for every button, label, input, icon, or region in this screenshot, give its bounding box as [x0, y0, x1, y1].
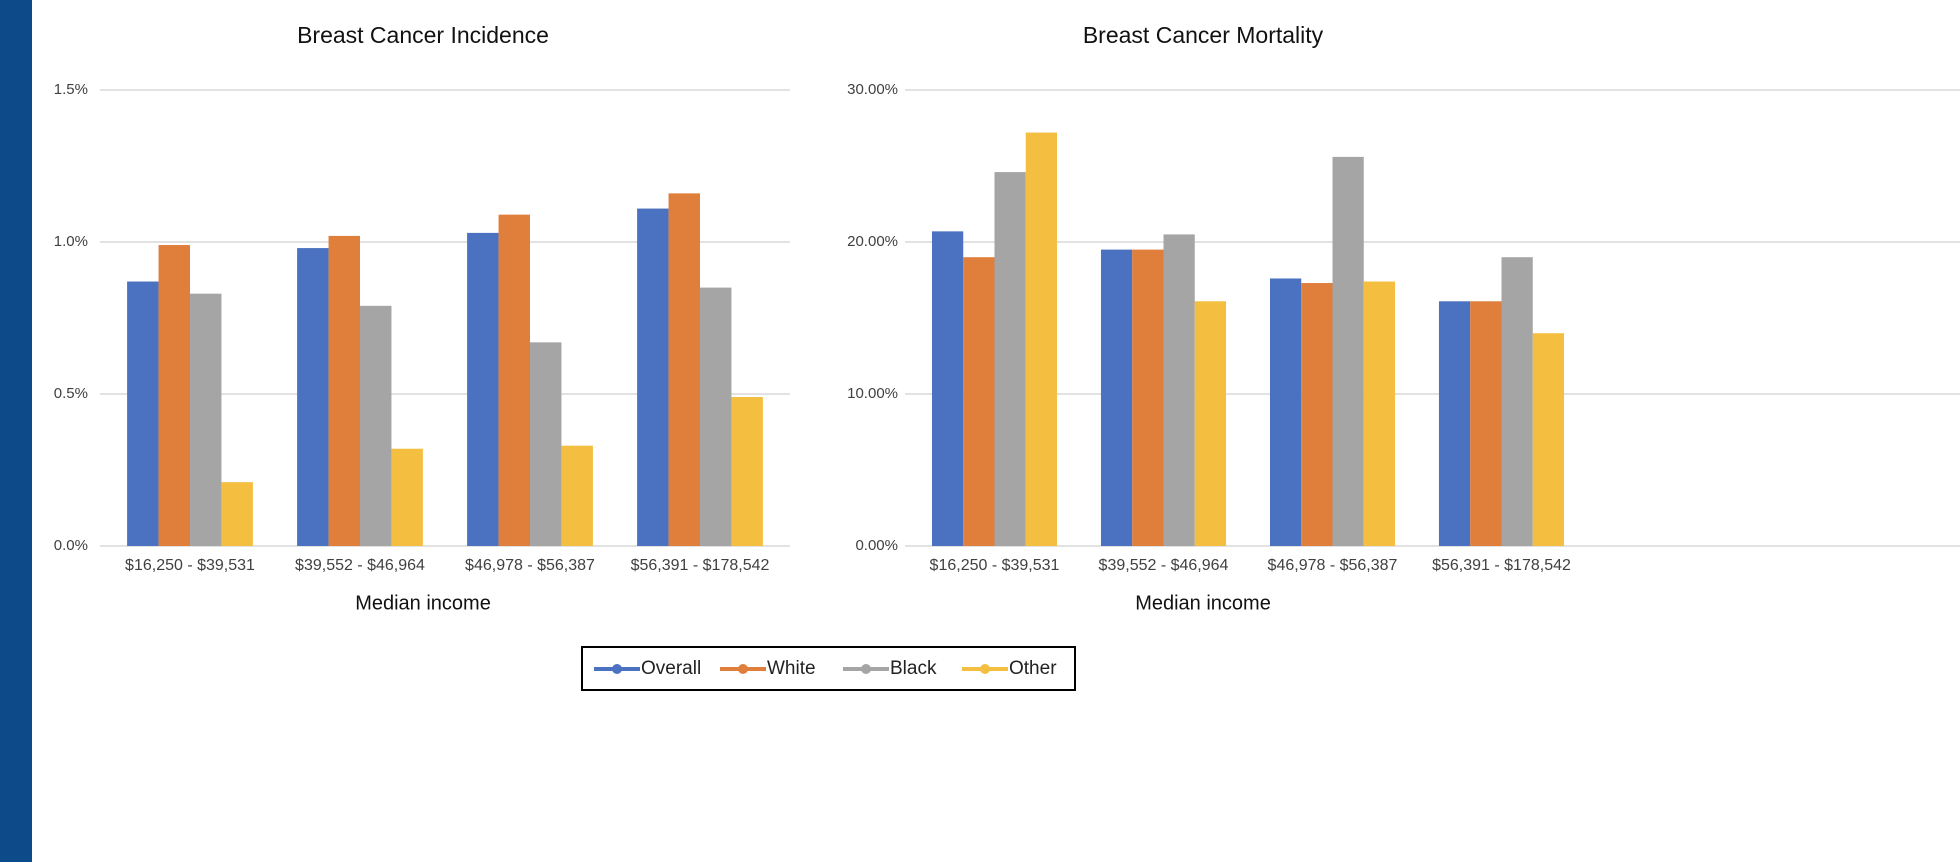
y-tick-label: 1.0%: [54, 233, 88, 250]
legend-marker: [612, 664, 622, 674]
bar: [360, 305, 392, 546]
x-axis-title: Median income: [355, 592, 491, 614]
y-tick-label: 30.00%: [847, 81, 898, 98]
bar: [931, 231, 964, 547]
bar: [1194, 301, 1227, 546]
x-tick-label: $56,391 - $178,542: [631, 557, 770, 574]
x-tick-label: $16,250 - $39,531: [125, 557, 255, 574]
x-axis-title: Median income: [1135, 592, 1271, 614]
bar: [561, 445, 593, 546]
bar: [127, 281, 159, 546]
bar: [1363, 281, 1396, 546]
bar: [994, 172, 1026, 546]
bar: [637, 208, 669, 546]
x-tick-label: $46,978 - $56,387: [1268, 557, 1398, 574]
y-tick-label: 1.5%: [54, 81, 88, 98]
chart-title: Breast Cancer Incidence: [297, 22, 549, 48]
bar: [1163, 234, 1195, 546]
y-tick-label: 0.5%: [54, 385, 88, 402]
side-stripe: [0, 0, 32, 862]
legend-label: Black: [890, 658, 937, 679]
bar: [467, 232, 499, 546]
legend-marker: [980, 664, 990, 674]
y-tick-label: 10.00%: [847, 385, 898, 402]
legend-label: Overall: [641, 658, 701, 679]
bar: [1269, 278, 1302, 546]
bar: [700, 287, 732, 546]
x-tick-label: $39,552 - $46,964: [295, 557, 425, 574]
bar: [668, 193, 700, 547]
bar: [530, 342, 562, 546]
bar: [328, 235, 360, 547]
bar: [498, 214, 530, 546]
bar: [221, 482, 253, 546]
legend-marker: [861, 664, 871, 674]
chart-title: Breast Cancer Mortality: [1083, 22, 1324, 48]
legend-label: White: [767, 658, 816, 679]
bar: [1132, 249, 1164, 546]
bar: [1332, 156, 1364, 546]
bar: [297, 248, 329, 546]
legend-label: Other: [1009, 658, 1057, 679]
bar: [190, 293, 222, 546]
legend-marker: [738, 664, 748, 674]
bar: [1470, 301, 1502, 546]
y-tick-label: 0.00%: [855, 537, 898, 554]
bar: [1438, 301, 1471, 546]
bar: [391, 448, 423, 546]
bar: [1301, 283, 1333, 546]
bar: [731, 397, 763, 546]
y-tick-label: 0.0%: [54, 537, 88, 554]
bar: [1501, 257, 1533, 546]
bar: [963, 257, 995, 546]
x-tick-label: $56,391 - $178,542: [1432, 557, 1571, 574]
x-tick-label: $16,250 - $39,531: [930, 557, 1060, 574]
bar: [158, 245, 190, 547]
x-tick-label: $46,978 - $56,387: [465, 557, 595, 574]
bar: [1025, 132, 1058, 546]
bar: [1532, 333, 1565, 546]
x-tick-label: $39,552 - $46,964: [1099, 557, 1229, 574]
bar: [1100, 249, 1133, 546]
y-tick-label: 20.00%: [847, 233, 898, 250]
